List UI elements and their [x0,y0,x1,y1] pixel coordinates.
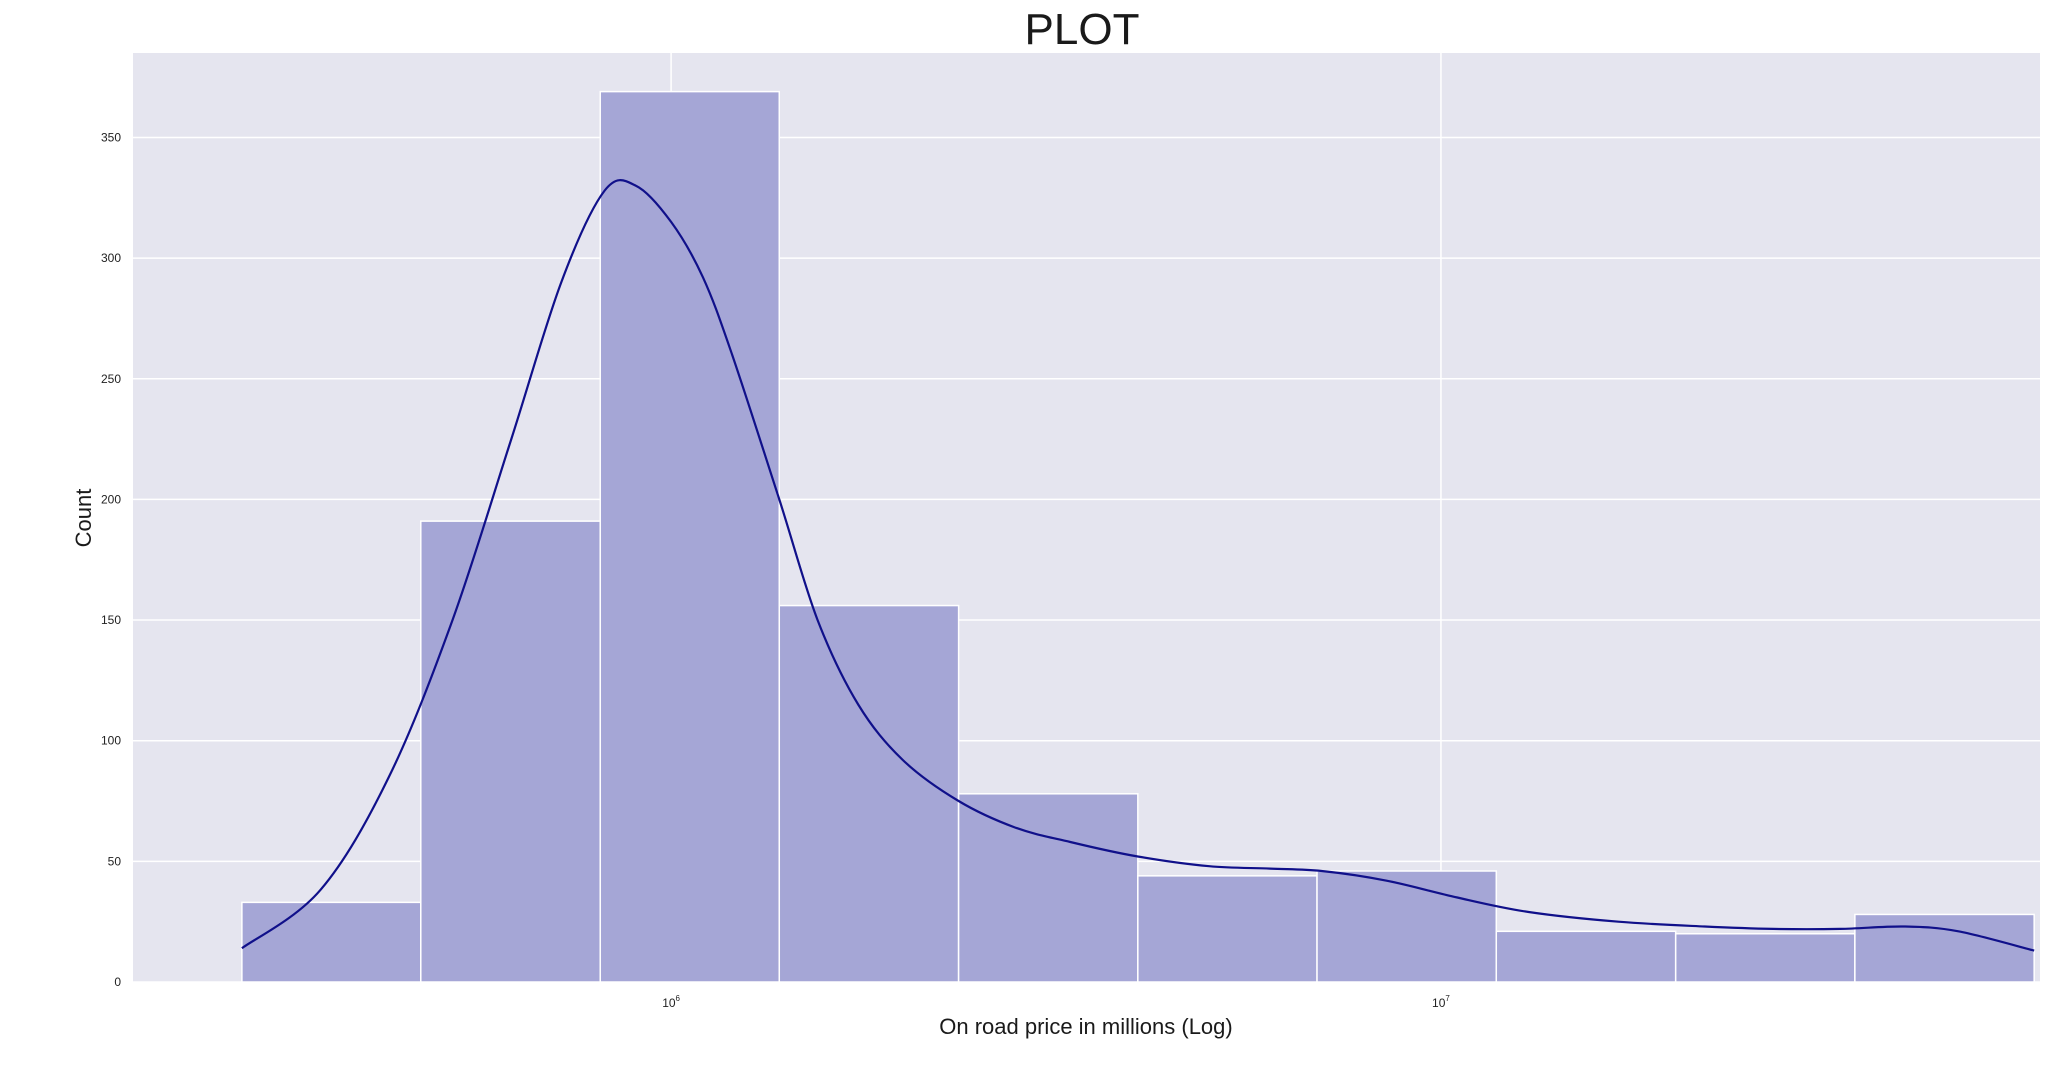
y-tick-label: 350 [101,130,121,144]
histogram-bar-9 [1674,932,1856,983]
chart-title: PLOT [1025,5,1140,54]
histogram-bar-4 [778,604,960,983]
histogram-bar-2 [420,520,601,983]
y-tick-label: 150 [101,613,121,627]
y-tick-label: 100 [101,734,121,748]
histogram-bar-5 [957,793,1139,983]
histogram-bars [241,90,2035,983]
y-axis-ticks: 0 50 100 150 200 250 300 350 [101,130,121,989]
y-tick-label: 300 [101,251,121,265]
histogram-bar-6 [1137,875,1318,983]
x-axis-ticks: 106 107 [662,994,1450,1010]
x-tick-label: 106 [662,994,680,1010]
y-tick-label: 50 [108,854,122,868]
histogram-bar-8 [1495,930,1677,983]
y-axis-label: Count [71,489,96,548]
x-tick-label: 107 [1432,994,1450,1010]
y-tick-label: 200 [101,492,121,506]
histogram-bar-3 [599,90,781,983]
y-tick-label: 250 [101,372,121,386]
histogram-bar-7 [1316,870,1498,983]
histogram-bar-10 [1854,913,2035,983]
histogram-bar-1 [241,901,422,983]
x-axis-label: On road price in millions (Log) [939,1014,1232,1039]
kde-curve [241,179,2035,952]
y-tick-label: 0 [114,975,121,989]
